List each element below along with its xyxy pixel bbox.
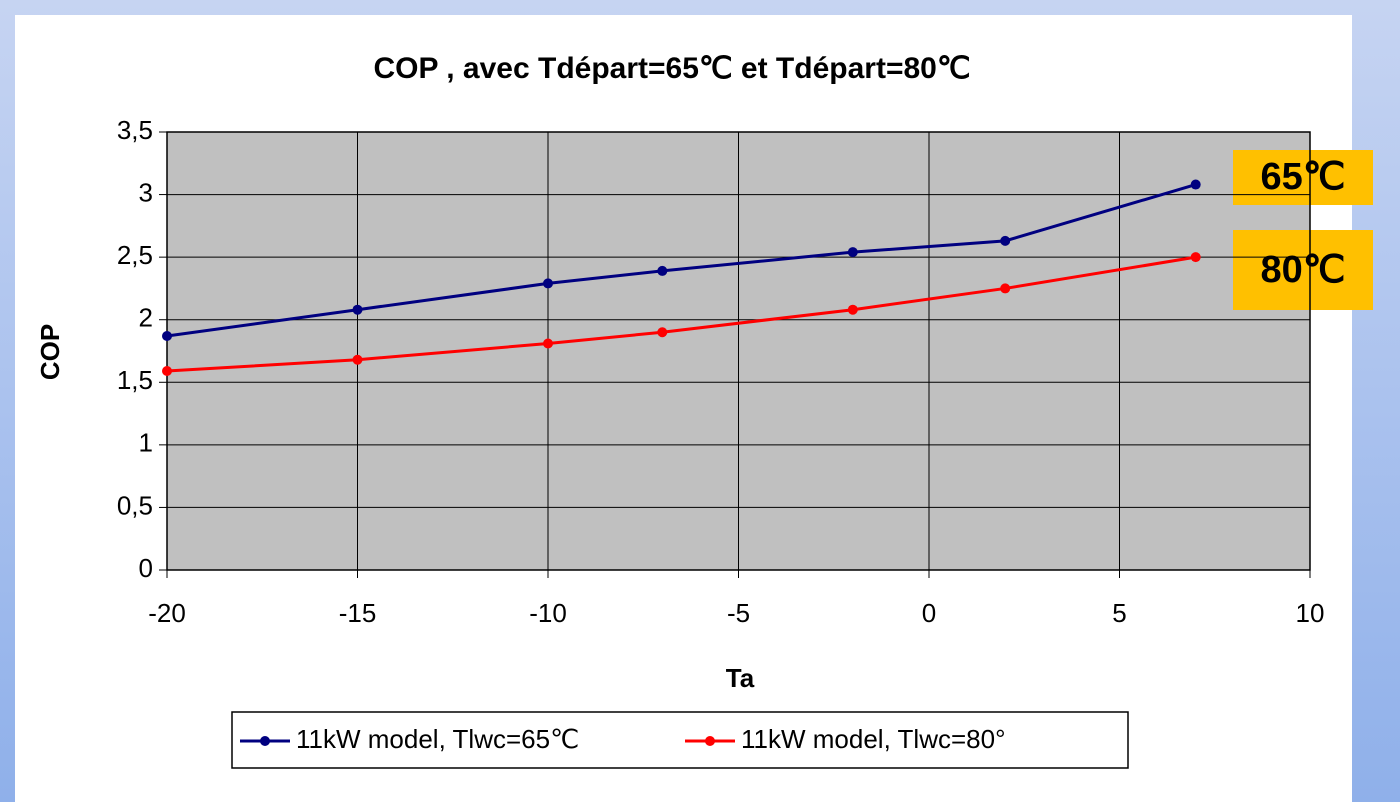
x-tick-label: 5 bbox=[1112, 598, 1126, 628]
y-tick-label: 2 bbox=[139, 303, 153, 333]
x-tick-label: -10 bbox=[529, 598, 567, 628]
data-point bbox=[847, 304, 858, 315]
data-point bbox=[543, 278, 553, 289]
annotation-box bbox=[1233, 230, 1373, 310]
y-axis-label: COP bbox=[35, 324, 65, 380]
y-tick-label: 3,5 bbox=[117, 115, 153, 145]
y-tick-label: 0,5 bbox=[117, 490, 153, 520]
legend-label: 11kW model, Tlwc=65℃ bbox=[296, 724, 579, 754]
data-point bbox=[352, 304, 363, 315]
y-tick-label: 1,5 bbox=[117, 365, 153, 395]
data-point bbox=[847, 247, 858, 258]
x-tick-label: -15 bbox=[339, 598, 377, 628]
x-tick-label: 0 bbox=[922, 598, 936, 628]
data-point bbox=[543, 338, 553, 349]
annotation: 80℃ bbox=[1261, 249, 1346, 291]
y-tick-label: 3 bbox=[139, 177, 153, 207]
data-point bbox=[162, 366, 172, 377]
plot-border bbox=[166, 131, 1311, 571]
y-tick-label: 2,5 bbox=[117, 240, 153, 270]
data-point bbox=[1000, 283, 1011, 294]
data-point bbox=[162, 330, 172, 341]
data-point bbox=[352, 354, 363, 365]
x-tick-label: -5 bbox=[727, 598, 750, 628]
chart-title: COP , avec Tdépart=65℃ et Tdépart=80℃ bbox=[373, 52, 970, 85]
x-tick-label: -20 bbox=[148, 598, 186, 628]
x-axis-label: Ta bbox=[726, 663, 755, 693]
data-point bbox=[1000, 235, 1011, 246]
legend-marker bbox=[260, 736, 270, 746]
data-point bbox=[1190, 252, 1201, 263]
data-point bbox=[1190, 179, 1201, 190]
y-tick-label: 1 bbox=[139, 428, 153, 458]
y-tick-label: 0 bbox=[139, 553, 153, 583]
annotation: 65℃ bbox=[1261, 156, 1346, 198]
legend-label: 11kW model, Tlwc=80° bbox=[741, 724, 1005, 754]
data-point bbox=[657, 327, 668, 338]
legend-marker bbox=[705, 736, 715, 746]
legend-box bbox=[231, 711, 1129, 769]
x-tick-label: 10 bbox=[1296, 598, 1325, 628]
annotation-box bbox=[1233, 150, 1373, 205]
data-point bbox=[657, 265, 668, 276]
